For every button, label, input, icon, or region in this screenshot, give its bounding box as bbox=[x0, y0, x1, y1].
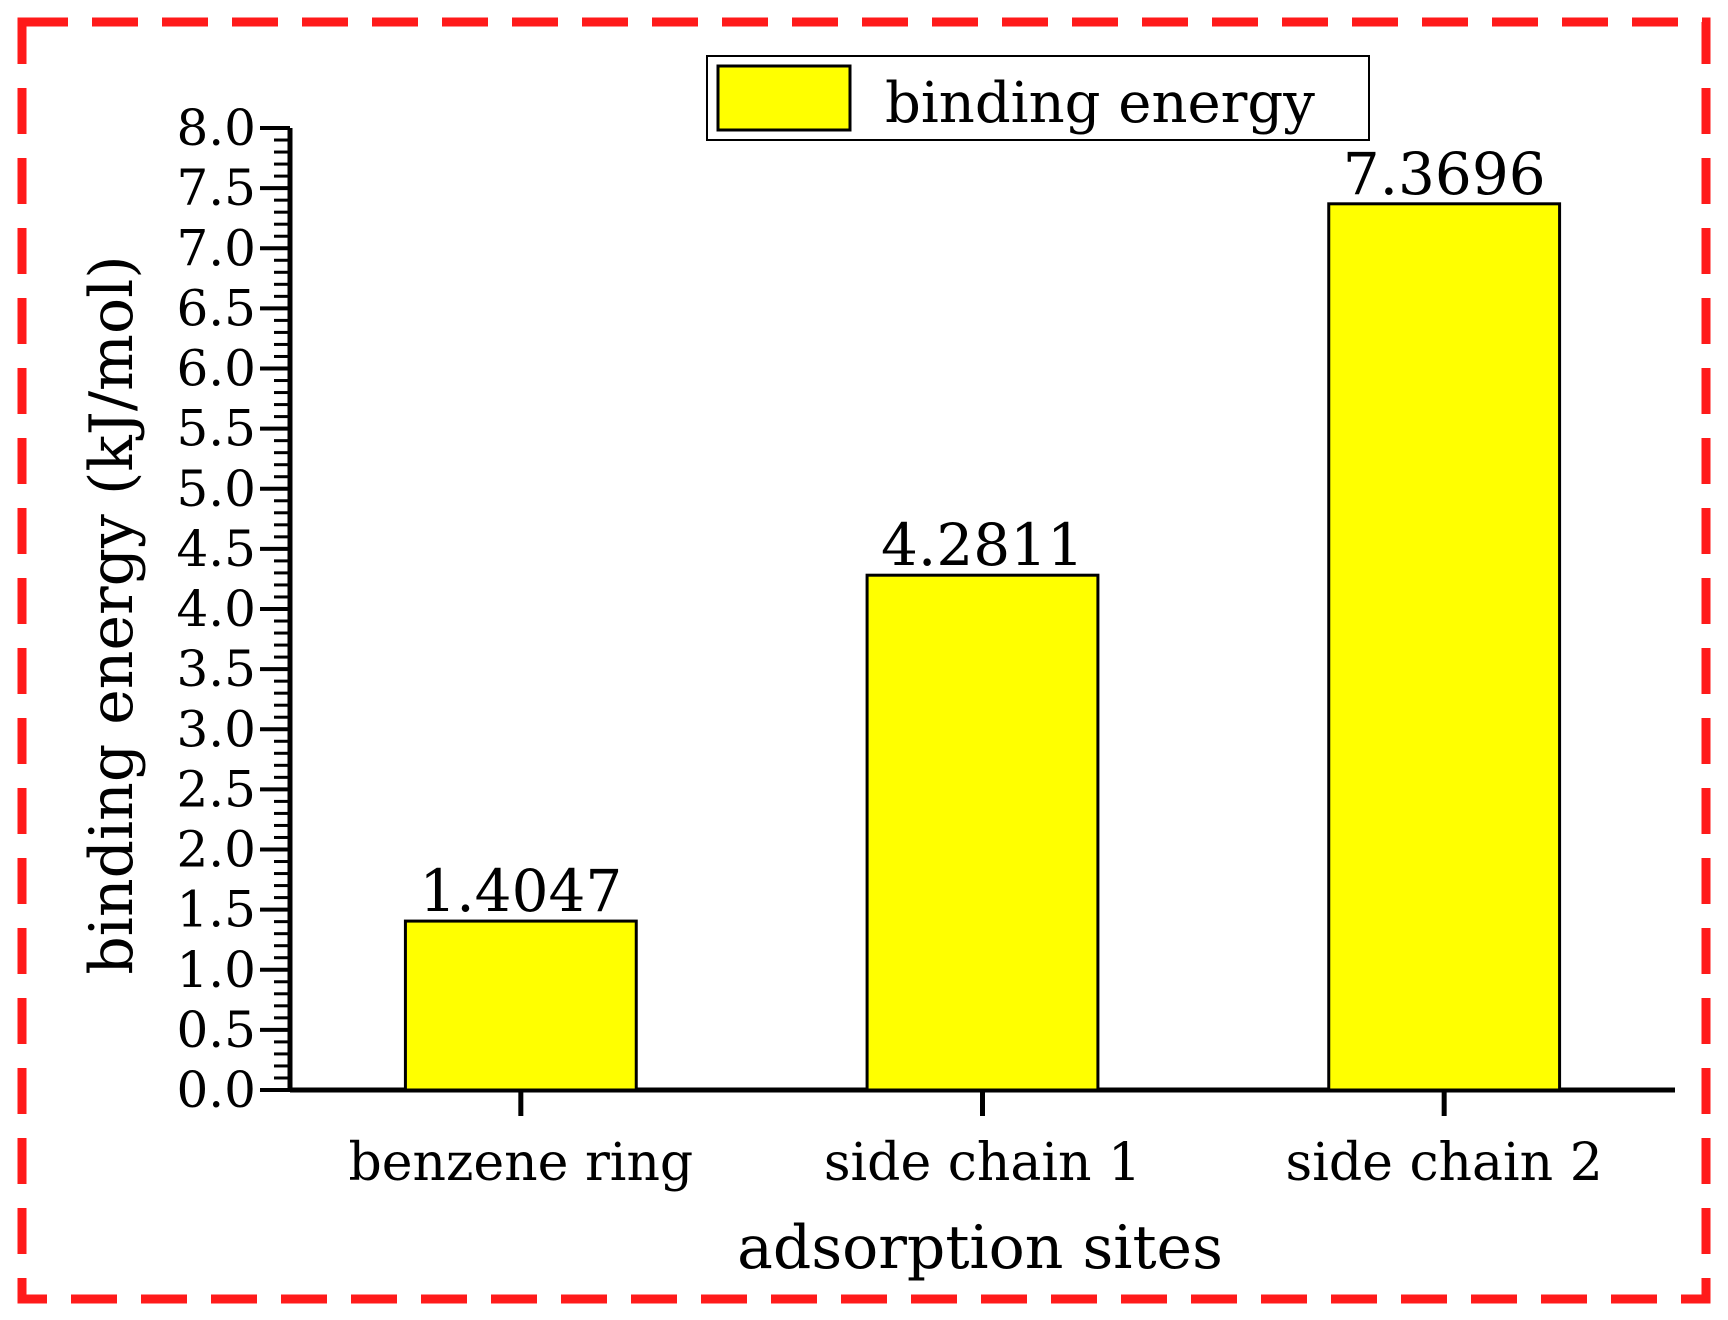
y-tick-label: 6.0 bbox=[176, 340, 256, 398]
bar bbox=[865, 573, 1100, 1092]
y-tick-label: 3.0 bbox=[176, 700, 256, 758]
bar bbox=[1327, 202, 1562, 1092]
bar-value-label: 4.2811 bbox=[881, 511, 1084, 579]
y-tick-label: 1.0 bbox=[176, 941, 256, 999]
bar-value-label: 1.4047 bbox=[419, 857, 622, 925]
bars: 1.4047 4.2811 7.3696 bbox=[403, 140, 1562, 1092]
y-tick-label: 0.0 bbox=[176, 1061, 256, 1119]
y-tick-label: 0.5 bbox=[176, 1001, 256, 1059]
dashed-frame bbox=[17, 17, 1711, 1304]
y-tick-label: 1.5 bbox=[176, 881, 256, 939]
y-axis-ticks: 0.00.51.01.52.02.53.03.54.04.55.05.56.06… bbox=[176, 99, 290, 1119]
x-axis-ticks: benzene ring side chain 1 side chain 2 bbox=[348, 1090, 1603, 1193]
y-tick-label: 2.5 bbox=[176, 760, 256, 818]
bar-value-label: 7.3696 bbox=[1343, 140, 1546, 208]
y-axis-title: binding energy (kJ/mol) bbox=[77, 255, 147, 974]
y-tick-label: 4.0 bbox=[176, 580, 256, 638]
y-tick-label: 5.0 bbox=[176, 460, 256, 518]
y-tick-label: 7.0 bbox=[176, 219, 256, 277]
y-tick-label: 5.5 bbox=[176, 400, 256, 458]
legend-label: binding energy bbox=[885, 71, 1315, 136]
y-tick-label: 6.5 bbox=[176, 279, 256, 337]
bar bbox=[403, 919, 638, 1092]
x-axis-title: adsorption sites bbox=[737, 1213, 1223, 1283]
y-tick-label: 2.0 bbox=[176, 821, 256, 879]
y-tick-label: 8.0 bbox=[176, 99, 256, 157]
x-category-label: side chain 1 bbox=[824, 1133, 1141, 1193]
legend: binding energy bbox=[706, 55, 1370, 141]
y-tick-label: 4.5 bbox=[176, 520, 256, 578]
y-tick-label: 7.5 bbox=[176, 159, 256, 217]
x-category-label: benzene ring bbox=[348, 1133, 693, 1193]
y-tick-label: 3.5 bbox=[176, 640, 256, 698]
legend-swatch bbox=[716, 64, 852, 132]
x-category-label: side chain 2 bbox=[1286, 1133, 1603, 1193]
